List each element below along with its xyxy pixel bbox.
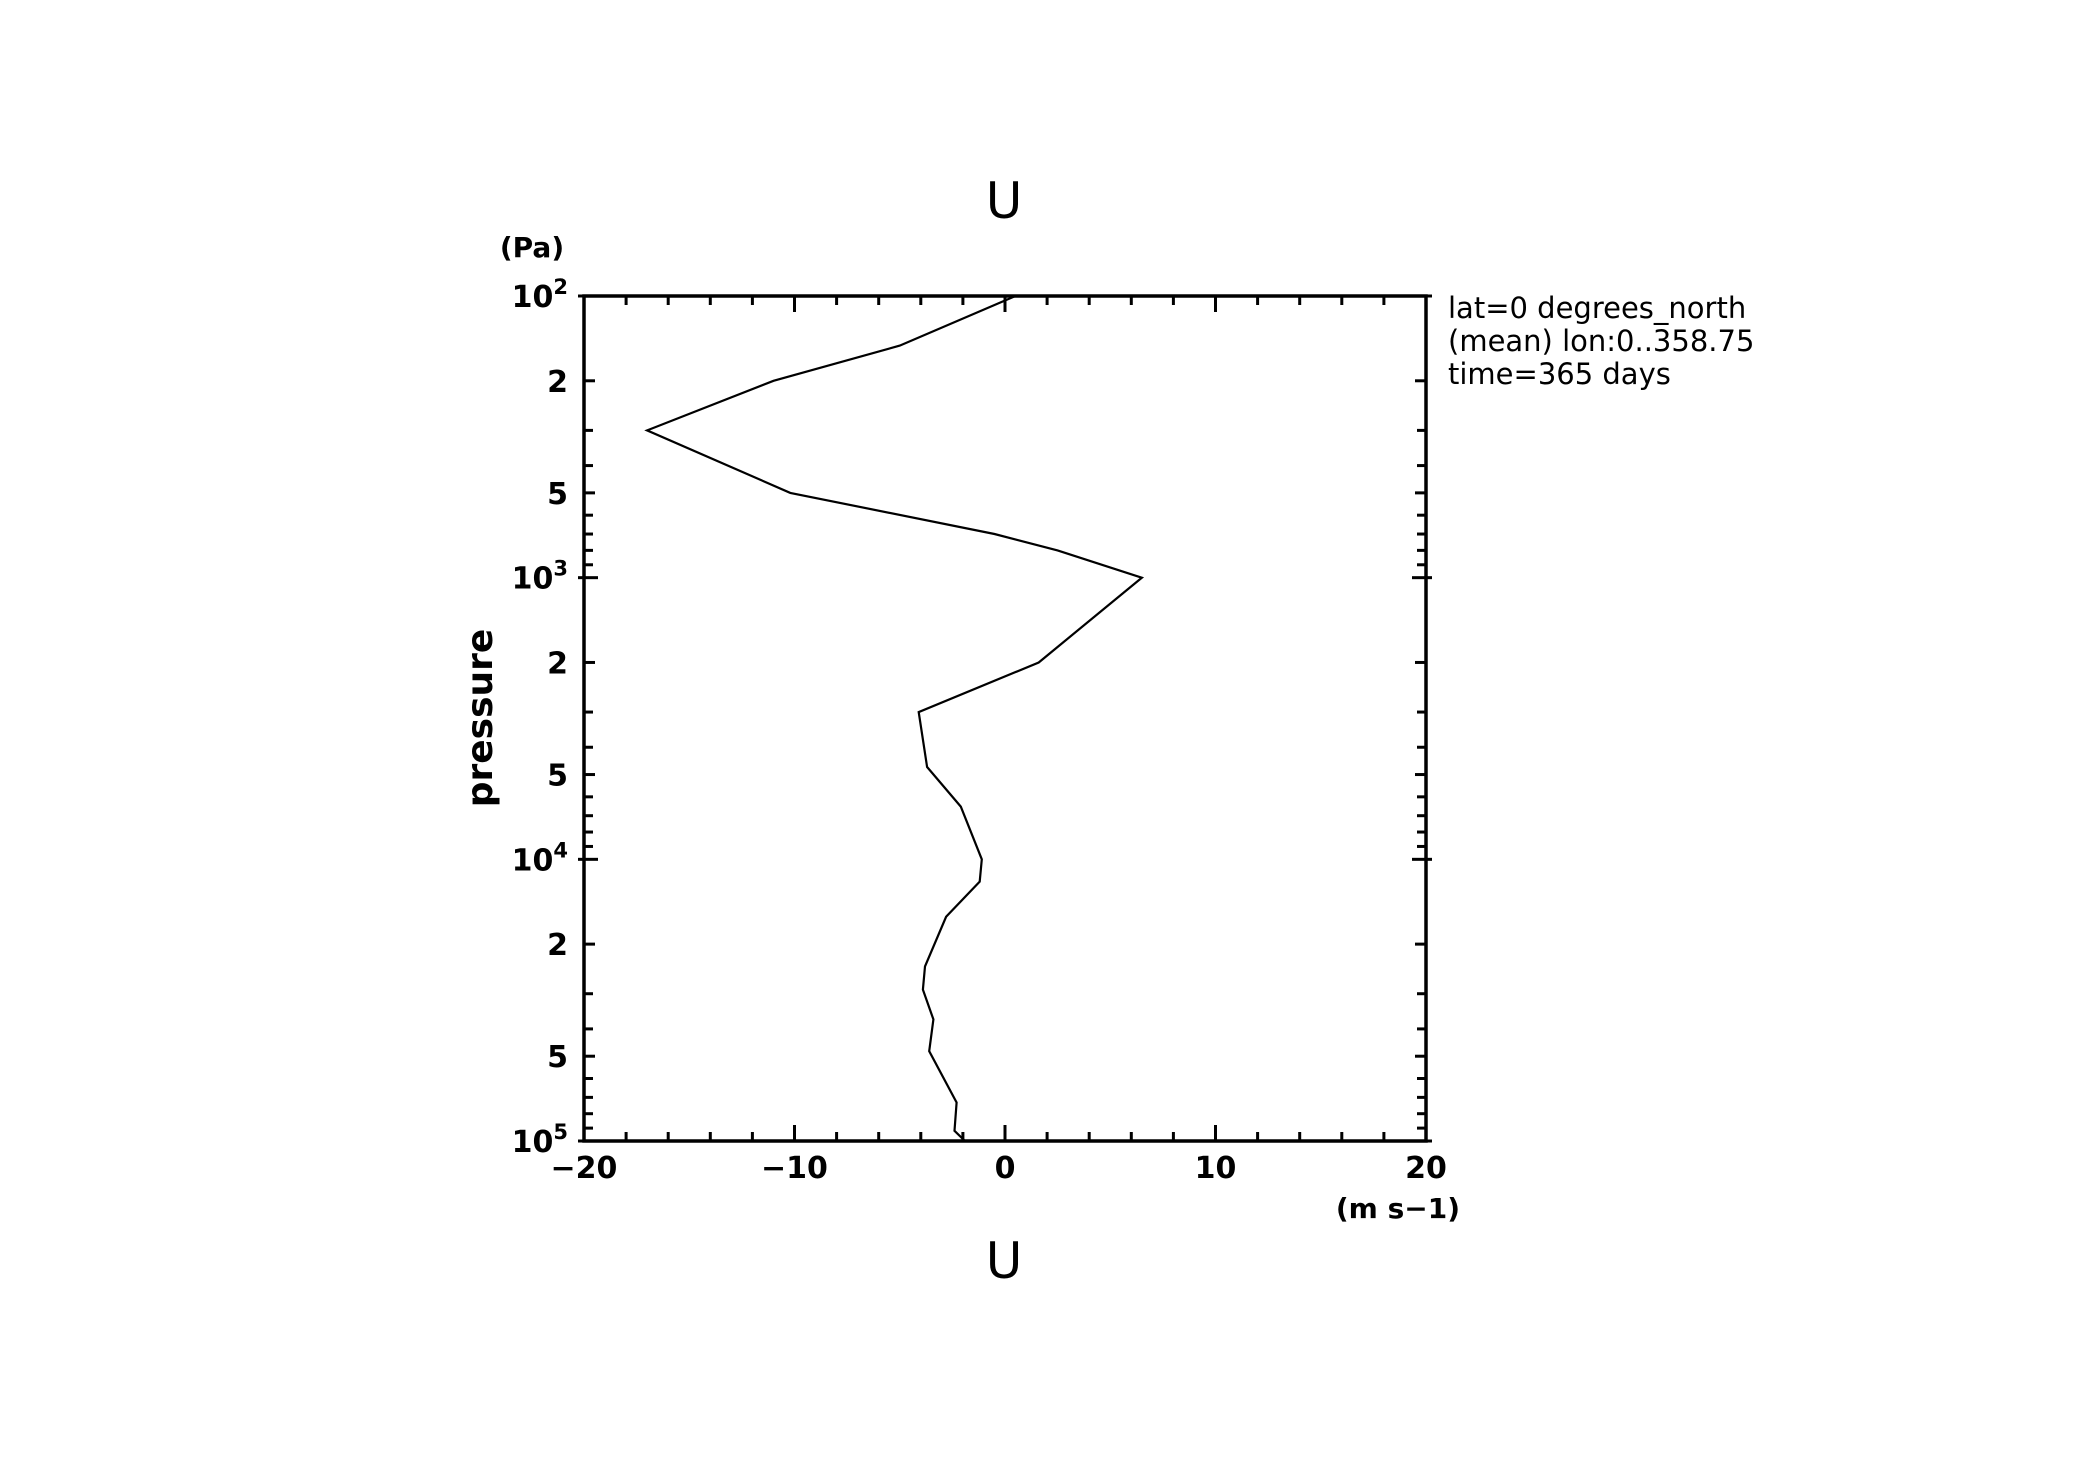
series-line [644, 294, 1145, 1142]
y-tick-label: 2 [547, 646, 568, 681]
y-axis-label: pressure [460, 629, 501, 808]
chart-title: U [986, 172, 1023, 230]
y-tick-label: 2 [547, 928, 568, 963]
x-axis-unit: (m s−1) [1336, 1192, 1460, 1225]
y-axis-unit: (Pa) [500, 231, 564, 264]
x-tick-label: 20 [1405, 1151, 1447, 1186]
y-tick-label-base: 2 [547, 928, 568, 963]
y-tick-label: 5 [547, 759, 568, 794]
plot-frame [582, 294, 1428, 1143]
y-tick-label-exponent: 4 [553, 838, 568, 862]
y-tick-label-base: 10 [512, 280, 554, 315]
x-tick-label: −20 [551, 1151, 618, 1186]
y-tick-label-exponent: 2 [553, 275, 568, 299]
x-axis-ticks: −20 −10 0 10 20 [551, 296, 1447, 1186]
y-tick-label-base: 10 [512, 562, 554, 597]
annotations: lat=0 degrees_north(mean) lon:0..358.75t… [1448, 291, 1754, 391]
x-axis-label: U [986, 1232, 1023, 1290]
y-tick-label-base: 2 [547, 365, 568, 400]
y-tick-label-exponent: 3 [553, 557, 568, 581]
annotation-line: lat=0 degrees_north [1448, 291, 1746, 325]
y-tick-label: 103 [512, 557, 568, 597]
y-tick-label: 104 [512, 838, 568, 878]
x-tick-label: −10 [761, 1151, 828, 1186]
y-tick-label-base: 5 [547, 1040, 568, 1075]
annotation-line: time=365 days [1448, 357, 1671, 391]
y-tick-label-exponent: 5 [553, 1120, 568, 1144]
y-tick-label: 105 [512, 1120, 568, 1160]
y-tick-label-base: 5 [547, 759, 568, 794]
y-tick-label-base: 10 [512, 1125, 554, 1160]
y-tick-label-base: 5 [547, 477, 568, 512]
y-tick-label: 2 [547, 365, 568, 400]
y-tick-label: 5 [547, 1040, 568, 1075]
y-tick-label: 102 [512, 275, 568, 315]
y-tick-label: 5 [547, 477, 568, 512]
annotation-line: (mean) lon:0..358.75 [1448, 324, 1754, 358]
x-tick-label: 0 [995, 1151, 1016, 1186]
x-tick-label: 10 [1195, 1151, 1237, 1186]
y-tick-label-base: 10 [512, 843, 554, 878]
y-tick-label-base: 2 [547, 646, 568, 681]
